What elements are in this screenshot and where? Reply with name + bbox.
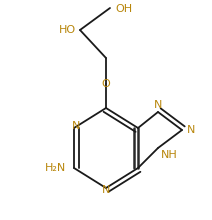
Text: N: N <box>154 100 162 110</box>
Text: HO: HO <box>59 25 76 35</box>
Text: O: O <box>102 79 110 89</box>
Text: N: N <box>102 185 110 195</box>
Text: OH: OH <box>115 4 132 14</box>
Text: N: N <box>72 121 80 131</box>
Text: NH: NH <box>161 150 178 160</box>
Text: H₂N: H₂N <box>45 163 66 173</box>
Text: N: N <box>187 125 195 135</box>
